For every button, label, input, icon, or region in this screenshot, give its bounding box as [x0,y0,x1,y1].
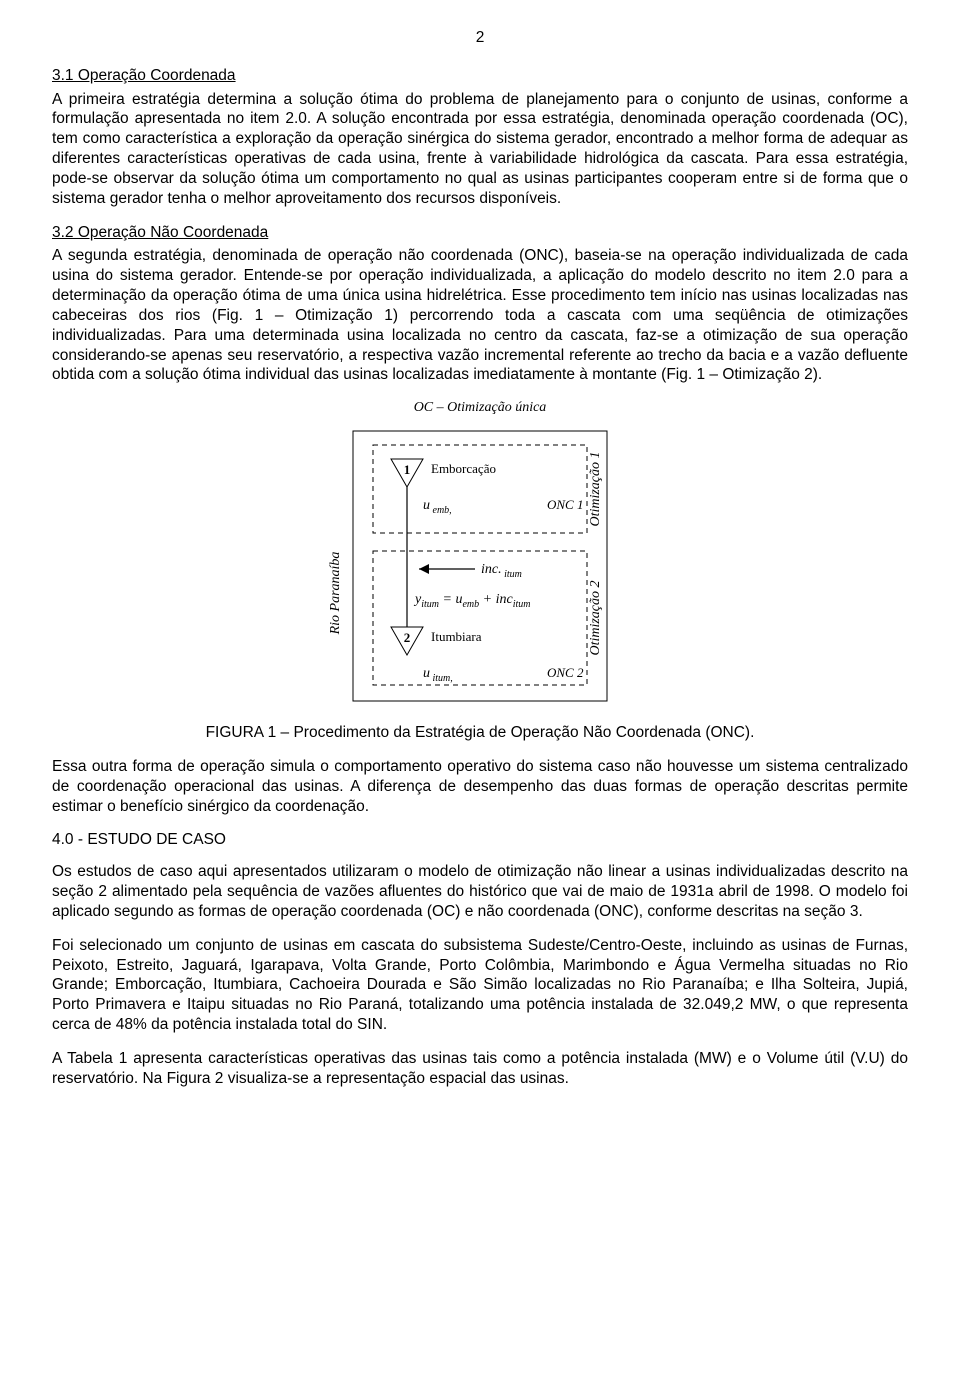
section-3-2-title: 3.2 Operação Não Coordenada [52,223,908,243]
page-number: 2 [52,28,908,48]
svg-text:Itumbiara: Itumbiara [431,629,482,644]
svg-text:ONC 1: ONC 1 [547,497,583,512]
svg-text:1: 1 [404,462,411,477]
section-4-0-p1: Os estudos de caso aqui apresentados uti… [52,862,908,921]
svg-text:Rio Paranaíba: Rio Paranaíba [328,552,343,636]
section-3-1-paragraph: A primeira estratégia determina a soluçã… [52,90,908,209]
svg-text:Otimização 1: Otimização 1 [588,452,603,527]
section-3-1-title: 3.1 Operação Coordenada [52,66,908,86]
section-4-0-p3: A Tabela 1 apresenta características ope… [52,1049,908,1089]
svg-text:yitum = uemb + incit: yitum = uemb + incitum [413,592,530,611]
section-4-0-p2: Foi selecionado um conjunto de usinas em… [52,936,908,1035]
section-3-2-paragraph: A segunda estratégia, denominada de oper… [52,246,908,385]
svg-text:2: 2 [404,630,411,645]
svg-text:Otimização 2: Otimização 2 [588,581,603,656]
svg-text:inc. itum: inc. itum [481,562,522,580]
svg-text:ONC 2: ONC 2 [547,665,584,680]
post-figure-paragraph: Essa outra forma de operação simula o co… [52,757,908,816]
svg-text:u itum,: u itum, [423,666,453,684]
svg-text:u emb,: u emb, [423,498,452,516]
figure-oc-label: OC – Otimização única [52,399,908,417]
figure-1: Rio Paranaíba Otimização 1 Otimização 2 … [52,423,908,713]
section-4-0-title: 4.0 - ESTUDO DE CASO [52,830,908,850]
figure-1-caption: FIGURA 1 – Procedimento da Estratégia de… [52,723,908,743]
svg-text:Emborcação: Emborcação [431,461,496,476]
